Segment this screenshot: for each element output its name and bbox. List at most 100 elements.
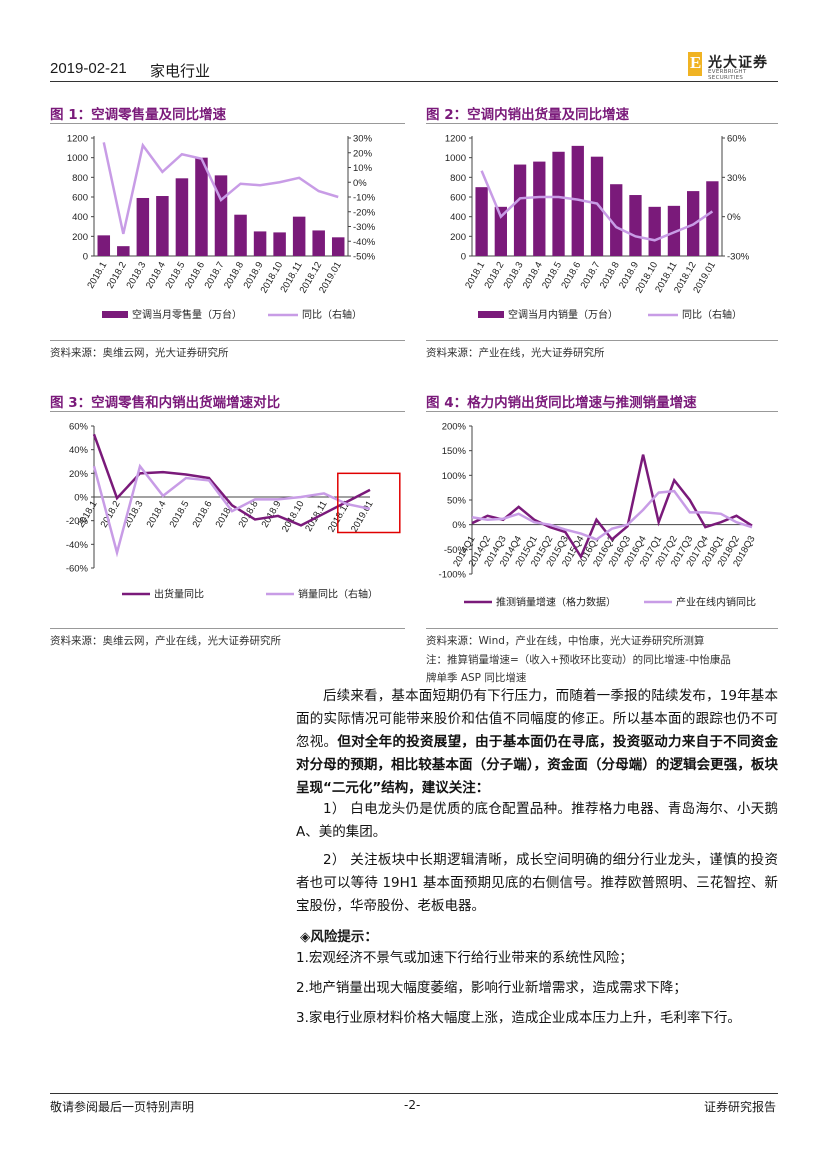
series-line-secondary	[471, 489, 753, 541]
y-tick-label-right: 20%	[353, 148, 373, 159]
y-tick-label-left: 400	[450, 212, 466, 223]
figure-4-note-line-1: 注：推算销量增速=（收入+预收环比变动）的同比增速-中怡康品	[426, 654, 731, 666]
y-tick-label-right: 30%	[353, 134, 373, 145]
y-tick-label-left: 400	[72, 212, 88, 223]
x-tick-label: 2018.4	[145, 499, 169, 530]
bar	[292, 216, 306, 256]
paragraph-outlook: 后续来看，基本面短期仍有下行压力，而随着一季报的陆续发布，19年基本面的实际情况…	[296, 688, 779, 796]
bar	[610, 184, 623, 256]
y-tick-label-right: -50%	[353, 252, 376, 263]
y-tick-label-right: -40%	[353, 237, 376, 248]
legend-label-line: 同比（右轴）	[302, 308, 362, 321]
figure-1-rule	[50, 123, 405, 124]
y-tick-label: -60%	[66, 564, 89, 575]
y-tick-label-left: 0	[461, 252, 466, 263]
figure-3-source: 资料来源：奥维云网，产业在线，光大证券研究所	[50, 635, 281, 647]
y-tick-label-right: 0%	[727, 212, 741, 223]
paragraph-outlook-emphasis: 但对全年的投资展望，由于基本面仍在寻底，投资驱动力来自于不同资金对分母的预期，相…	[296, 734, 779, 796]
bar	[648, 206, 661, 256]
y-tick-label: 100%	[442, 471, 467, 482]
logo-mark-icon: E	[688, 52, 702, 76]
y-tick-label-left: 600	[450, 193, 466, 204]
bar	[273, 232, 286, 256]
bar	[253, 231, 267, 256]
y-tick-label-left: 1000	[445, 153, 466, 164]
legend-label: 销量同比（右轴）	[298, 588, 378, 601]
legend-label: 出货量同比	[154, 588, 204, 601]
bar	[156, 196, 169, 256]
series-line-primary	[471, 454, 753, 560]
series-line-secondary	[92, 463, 371, 558]
figure-1-chart: 0 200 400 600 800 1000 1200 30% 20% 10% 0% -10% -20%…	[67, 134, 376, 322]
figure-3-rule	[50, 411, 405, 412]
bar	[312, 230, 325, 256]
bar	[494, 206, 507, 256]
figure-4-title: 图 4：格力内销出货同比增速与推测销量增速	[426, 395, 697, 411]
y-tick-label: -50%	[444, 545, 467, 556]
bar	[136, 197, 150, 256]
figure-2-bottom-rule	[426, 340, 778, 341]
y-tick-label-right: 30%	[727, 173, 747, 184]
bar	[331, 237, 345, 256]
bar	[629, 195, 642, 256]
figure-4-note-line-2: 牌单季 ASP 同比增速	[426, 672, 527, 684]
y-tick-label-right: 0%	[353, 178, 367, 189]
bar	[175, 178, 189, 256]
footer-divider	[50, 1093, 778, 1094]
page-number: -2-	[404, 1098, 421, 1112]
legend-label-bar: 空调当月内销量（万台）	[508, 308, 618, 321]
figure-3-chart: 60%40%20%0%-20%-40%-60%2018.12018.22018.…	[66, 422, 401, 601]
y-tick-label-right: -30%	[727, 252, 750, 263]
logo-subtext: EVERBRIGHT SECURITIES	[708, 69, 747, 81]
report-date: 2019-02-21	[50, 60, 127, 77]
y-tick-label-left: 1000	[67, 153, 88, 164]
figure-3-title: 图 3：空调零售和内销出货端增速对比	[50, 395, 281, 411]
figure-2-source: 资料来源：产业在线，光大证券研究所	[426, 347, 605, 359]
x-tick-label: 2018.1	[76, 499, 100, 530]
y-tick-label: 0%	[74, 493, 88, 504]
risk-item-1: 1.宏观经济不景气或加速下行给行业带来的系统性风险；	[296, 950, 633, 966]
x-tick-label: 2018.10	[280, 499, 307, 534]
y-tick-label: -100%	[439, 570, 467, 581]
bar	[195, 157, 208, 256]
legend-swatch-bar	[102, 311, 128, 318]
highlight-box	[337, 472, 401, 534]
y-tick-label: 150%	[442, 446, 467, 457]
bar	[667, 205, 681, 256]
y-tick-label-right: 60%	[727, 134, 747, 145]
legend-label-bar: 空调当月零售量（万台）	[132, 308, 242, 321]
bar	[117, 246, 130, 256]
y-tick-label-right: -30%	[353, 222, 376, 233]
bar	[214, 175, 228, 256]
header-divider	[50, 81, 778, 82]
risk-title: ◈风险提示：	[300, 929, 378, 945]
legend-label: 产业在线内销同比	[676, 596, 756, 609]
figure-2-title: 图 2：空调内销出货量及同比增速	[426, 107, 630, 123]
risk-item-2: 2.地产销量出现大幅度萎缩，影响行业新增需求，造成需求下降；	[296, 980, 687, 996]
bar	[97, 235, 111, 256]
paragraph-recommendation-2: 2） 关注板块中长期逻辑清晰，成长空间明确的细分行业龙头，谨慎的投资者也可以等待…	[296, 852, 778, 914]
x-tick-label: 2018.5	[168, 499, 192, 530]
y-tick-label: -40%	[66, 540, 89, 551]
y-tick-label: 40%	[69, 445, 89, 456]
figure-4-chart: 200%150%100%50%0%-50%-100%2014Q12014Q220…	[439, 422, 758, 609]
y-tick-label-right: -20%	[353, 207, 376, 218]
bar	[533, 161, 546, 256]
figure-4-source: 资料来源：Wind，产业在线，中怡康，光大证券研究所测算	[426, 635, 705, 647]
y-tick-label-left: 0	[83, 252, 88, 263]
y-tick-label: 20%	[69, 469, 89, 480]
y-tick-label: 200%	[442, 422, 467, 433]
legend-swatch-bar	[478, 311, 504, 318]
bar	[475, 187, 488, 256]
y-tick-label-right: -10%	[353, 193, 376, 204]
y-tick-label-left: 800	[72, 173, 88, 184]
company-logo: E 光大证券 EVERBRIGHT SECURITIES	[688, 52, 780, 81]
yoy-line	[102, 142, 339, 235]
yoy-line	[480, 170, 714, 242]
footer-report-type: 证券研究报告	[704, 1100, 777, 1114]
bar	[706, 181, 719, 256]
y-tick-label: 50%	[447, 496, 467, 507]
legend-label-line: 同比（右轴）	[682, 308, 742, 321]
industry-label: 家电行业	[150, 62, 211, 80]
